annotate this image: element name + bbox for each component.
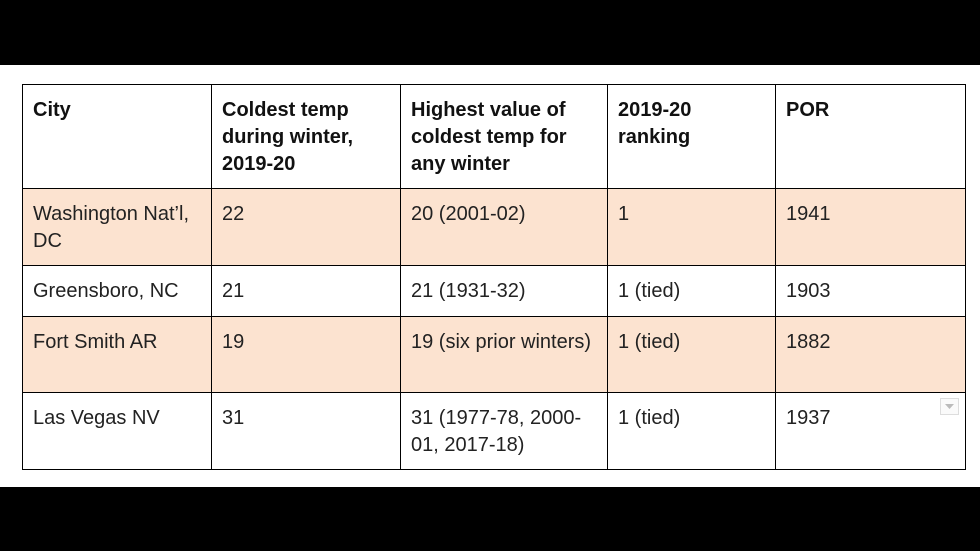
- table-row: Fort Smith AR 19 19 (six prior winters) 1 (…: [22, 316, 966, 393]
- header-cell: 2019-20 ranking: [607, 84, 776, 189]
- cell: 20 (2001-02): [400, 188, 608, 266]
- table-row: Las Vegas NV 31 31 (1977-78, 2000-01, 2017…: [22, 392, 966, 470]
- cell: Greensboro, NC: [22, 265, 212, 317]
- cell: 21: [211, 265, 401, 317]
- table-row: Greensboro, NC 21 21 (1931-32) 1 (tied) 1903: [22, 265, 966, 317]
- table-row: Washington Nat’l, DC 22 20 (2001-02) 1 1941: [22, 188, 966, 266]
- cell: 31 (1977-78, 2000-01, 2017-18): [400, 392, 608, 470]
- dropdown-icon[interactable]: [940, 398, 959, 415]
- cell: 1: [607, 188, 776, 266]
- header-cell: Highest value of coldest temp for any wi…: [400, 84, 608, 189]
- cell: 21 (1931-32): [400, 265, 608, 317]
- header-cell: Coldest temp during winter, 2019-20: [211, 84, 401, 189]
- cell: 22: [211, 188, 401, 266]
- table-row: City Coldest temp during winter, 2019-20 H…: [22, 84, 966, 189]
- cell: 1882: [775, 316, 966, 393]
- cell: 19 (six prior winters): [400, 316, 608, 393]
- table: City Coldest temp during winter, 2019-20 H…: [22, 84, 966, 470]
- cell: 1941: [775, 188, 966, 266]
- cell: 1 (tied): [607, 265, 776, 317]
- cell: 31: [211, 392, 401, 470]
- cell: Washington Nat’l, DC: [22, 188, 212, 266]
- cell: 1937: [775, 392, 966, 470]
- header-cell: City: [22, 84, 212, 189]
- cell: 1 (tied): [607, 316, 776, 393]
- cell: 1 (tied): [607, 392, 776, 470]
- letterbox-top: [0, 0, 980, 65]
- letterbox-bottom: [0, 487, 980, 551]
- cell: 19: [211, 316, 401, 393]
- cell: Fort Smith AR: [22, 316, 212, 393]
- cell: Las Vegas NV: [22, 392, 212, 470]
- cell: 1903: [775, 265, 966, 317]
- dropdown-arrow: [945, 404, 954, 409]
- header-cell: POR: [775, 84, 966, 189]
